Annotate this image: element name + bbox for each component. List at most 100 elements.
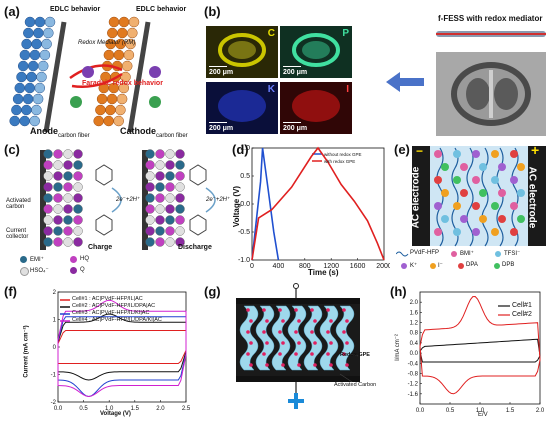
ion-dot xyxy=(249,319,253,323)
ion-sphere xyxy=(434,228,442,236)
ion-sphere xyxy=(175,204,185,214)
g-schematic xyxy=(236,283,360,409)
cv-chart-f: 0.0 0.5 1.0 1.5 2.0 2.5 -2 -1 0 1 2 xyxy=(51,290,191,412)
legend-entry: without redox GPE xyxy=(324,152,362,157)
ion-sphere xyxy=(165,237,175,247)
ion-sphere xyxy=(96,93,108,105)
ion-sphere xyxy=(453,202,461,210)
redox-gpe-region xyxy=(319,305,339,371)
x-tick-label: 1.0 xyxy=(105,406,114,412)
y-tick-label: 0.4 xyxy=(410,341,419,347)
ion-sphere xyxy=(472,228,480,236)
ion-sphere xyxy=(63,171,73,181)
ion-sphere xyxy=(434,202,442,210)
series-line xyxy=(57,299,187,398)
ion-dot xyxy=(246,308,250,312)
ion-sphere xyxy=(73,182,83,192)
eds-map-c: C 200 μm xyxy=(206,26,278,78)
ion-dot xyxy=(294,352,298,356)
series-line xyxy=(57,330,187,364)
ion-sphere xyxy=(121,60,133,72)
ion-sphere xyxy=(103,49,115,61)
x-tick-label: 0.5 xyxy=(79,406,88,412)
ion-sphere xyxy=(21,104,32,116)
eds-map-k: K 200 μm xyxy=(206,82,278,134)
ion-sphere xyxy=(36,71,47,83)
ion-sphere xyxy=(43,149,53,159)
ion-sphere xyxy=(510,202,518,210)
h-xlabel: E/V xyxy=(478,412,488,418)
x-tick-label: 400 xyxy=(273,263,285,270)
ion-dot xyxy=(281,341,285,345)
ion-sphere xyxy=(105,104,116,116)
ion-dot xyxy=(345,341,349,345)
panel-label-b: (b) xyxy=(204,4,221,19)
ion-sphere xyxy=(155,182,165,192)
ion-sphere xyxy=(479,189,487,197)
ion-dot xyxy=(297,363,301,367)
ion-sphere xyxy=(73,204,83,214)
ion-sphere xyxy=(34,16,46,28)
ion-sphere xyxy=(9,115,20,127)
x-tick-label: 2.0 xyxy=(156,406,165,412)
x-tick-label: 2000 xyxy=(376,263,390,270)
y-tick-label: 2.0 xyxy=(410,300,419,306)
ion-sphere xyxy=(145,215,155,225)
y-tick-label: 1.6 xyxy=(410,310,419,316)
ion-dot xyxy=(278,352,282,356)
ion-sphere xyxy=(120,71,131,83)
y-tick-label: 1.0 xyxy=(240,145,250,152)
ion-sphere xyxy=(165,226,175,236)
ion-sphere xyxy=(53,193,63,203)
ion-sphere xyxy=(453,176,461,184)
ion-sphere xyxy=(63,193,73,203)
ion-sphere xyxy=(63,182,73,192)
d-ylabel: Voltage (V) xyxy=(232,185,242,228)
ion-sphere xyxy=(118,16,130,28)
panel-e: (e) − + AC electrode AC electrode PVdF-H… xyxy=(390,140,550,280)
ion-dot xyxy=(342,330,346,334)
ion-sphere xyxy=(29,49,41,61)
ion-sphere xyxy=(491,176,499,184)
ion-sphere xyxy=(73,226,83,236)
ion-sphere xyxy=(510,176,518,184)
ion-sphere xyxy=(118,82,130,94)
ion-sphere xyxy=(165,215,175,225)
ion-sphere xyxy=(175,171,185,181)
ion-sphere xyxy=(107,27,118,39)
y-tick-label: -0.4 xyxy=(408,361,419,367)
ion-sphere xyxy=(175,226,185,236)
ion-dot xyxy=(294,330,298,334)
redox-gpe-region xyxy=(303,305,323,371)
ion-sphere xyxy=(27,60,39,72)
ion-dot xyxy=(313,363,317,367)
arrow-left-icon xyxy=(386,72,424,92)
ion-sphere xyxy=(43,193,53,203)
ion-sphere xyxy=(22,93,34,105)
x-tick-label: 1600 xyxy=(350,263,366,270)
ion-sphere xyxy=(123,49,135,61)
ion-sphere xyxy=(155,160,165,170)
x-tick-label: 1.5 xyxy=(506,408,515,414)
ion-sphere xyxy=(43,27,54,39)
ion-sphere xyxy=(145,160,155,170)
ion-dot xyxy=(281,363,285,367)
ion-sphere xyxy=(434,150,442,158)
ion-sphere xyxy=(73,215,83,225)
e-schematic xyxy=(412,146,546,247)
rm-sphere xyxy=(82,66,94,78)
ion-sphere xyxy=(453,228,461,236)
ion-sphere xyxy=(24,82,36,94)
redox-gpe-label: Redox GPE xyxy=(340,352,370,358)
ion-sphere xyxy=(165,204,175,214)
ion-sphere xyxy=(43,204,53,214)
ion-sphere xyxy=(434,176,442,184)
left-electrode-label: AC electrode xyxy=(410,166,422,229)
edlc-title-left: EDLC behavior xyxy=(50,6,101,13)
ion-sphere xyxy=(43,215,53,225)
ion-sphere xyxy=(63,204,73,214)
ion-sphere xyxy=(63,149,73,159)
ion-dot xyxy=(265,363,269,367)
ion-sphere xyxy=(441,189,449,197)
ion-dot xyxy=(326,352,330,356)
